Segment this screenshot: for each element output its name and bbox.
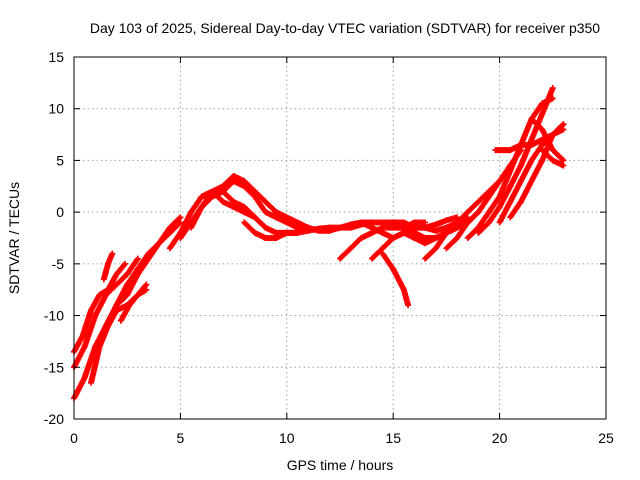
data-point xyxy=(560,162,567,169)
chart-title: Day 103 of 2025, Sidereal Day-to-day VTE… xyxy=(90,20,600,36)
data-point xyxy=(405,302,412,309)
data-point xyxy=(134,255,141,262)
data-point xyxy=(109,250,116,257)
data-series xyxy=(528,116,567,164)
data-point xyxy=(121,262,128,269)
data-series xyxy=(102,219,184,329)
ticks: 0 5 10 15 20 25 -20 -15 -10 -5 0 5 10 15 xyxy=(44,49,614,446)
data-series xyxy=(241,219,301,241)
data-series xyxy=(422,178,503,262)
x-tick-label: 25 xyxy=(598,430,614,446)
y-axis-label: SDTVAR / TECUs xyxy=(6,182,22,294)
data-point xyxy=(422,219,429,226)
data-point xyxy=(294,229,301,236)
data-layer xyxy=(71,85,567,402)
data-series xyxy=(464,95,556,241)
y-tick-label: 10 xyxy=(48,101,64,117)
y-tick-label: -10 xyxy=(44,308,64,324)
y-tick-label: 15 xyxy=(48,49,64,65)
x-tick-label: 0 xyxy=(70,430,78,446)
x-tick-label: 20 xyxy=(492,430,508,446)
x-tick-label: 5 xyxy=(177,430,185,446)
grid xyxy=(74,57,606,419)
data-point xyxy=(464,214,471,221)
data-point xyxy=(560,157,567,164)
y-tick-label: -20 xyxy=(44,411,64,427)
data-series xyxy=(100,250,116,283)
y-tick-label: 5 xyxy=(56,152,64,168)
data-point xyxy=(122,260,129,267)
data-point xyxy=(143,281,150,288)
plot-frame xyxy=(73,56,607,420)
x-axis-label: GPS time / hours xyxy=(287,457,394,473)
data-point xyxy=(549,85,556,92)
y-tick-label: -15 xyxy=(44,359,64,375)
y-tick-label: 0 xyxy=(56,204,64,220)
data-point xyxy=(454,214,461,221)
data-series xyxy=(117,281,150,324)
data-point xyxy=(177,214,184,221)
y-tick-label: -5 xyxy=(52,256,65,272)
data-point xyxy=(560,121,567,128)
data-point xyxy=(142,282,149,289)
data-point xyxy=(559,156,566,163)
data-point xyxy=(559,122,566,129)
data-series xyxy=(379,250,412,309)
data-point xyxy=(454,224,461,231)
data-point xyxy=(560,126,567,133)
data-series xyxy=(539,147,567,169)
x-tick-label: 15 xyxy=(385,430,401,446)
data-point xyxy=(176,220,183,227)
data-series xyxy=(337,219,429,262)
data-point xyxy=(176,215,183,222)
x-tick-label: 10 xyxy=(279,430,295,446)
